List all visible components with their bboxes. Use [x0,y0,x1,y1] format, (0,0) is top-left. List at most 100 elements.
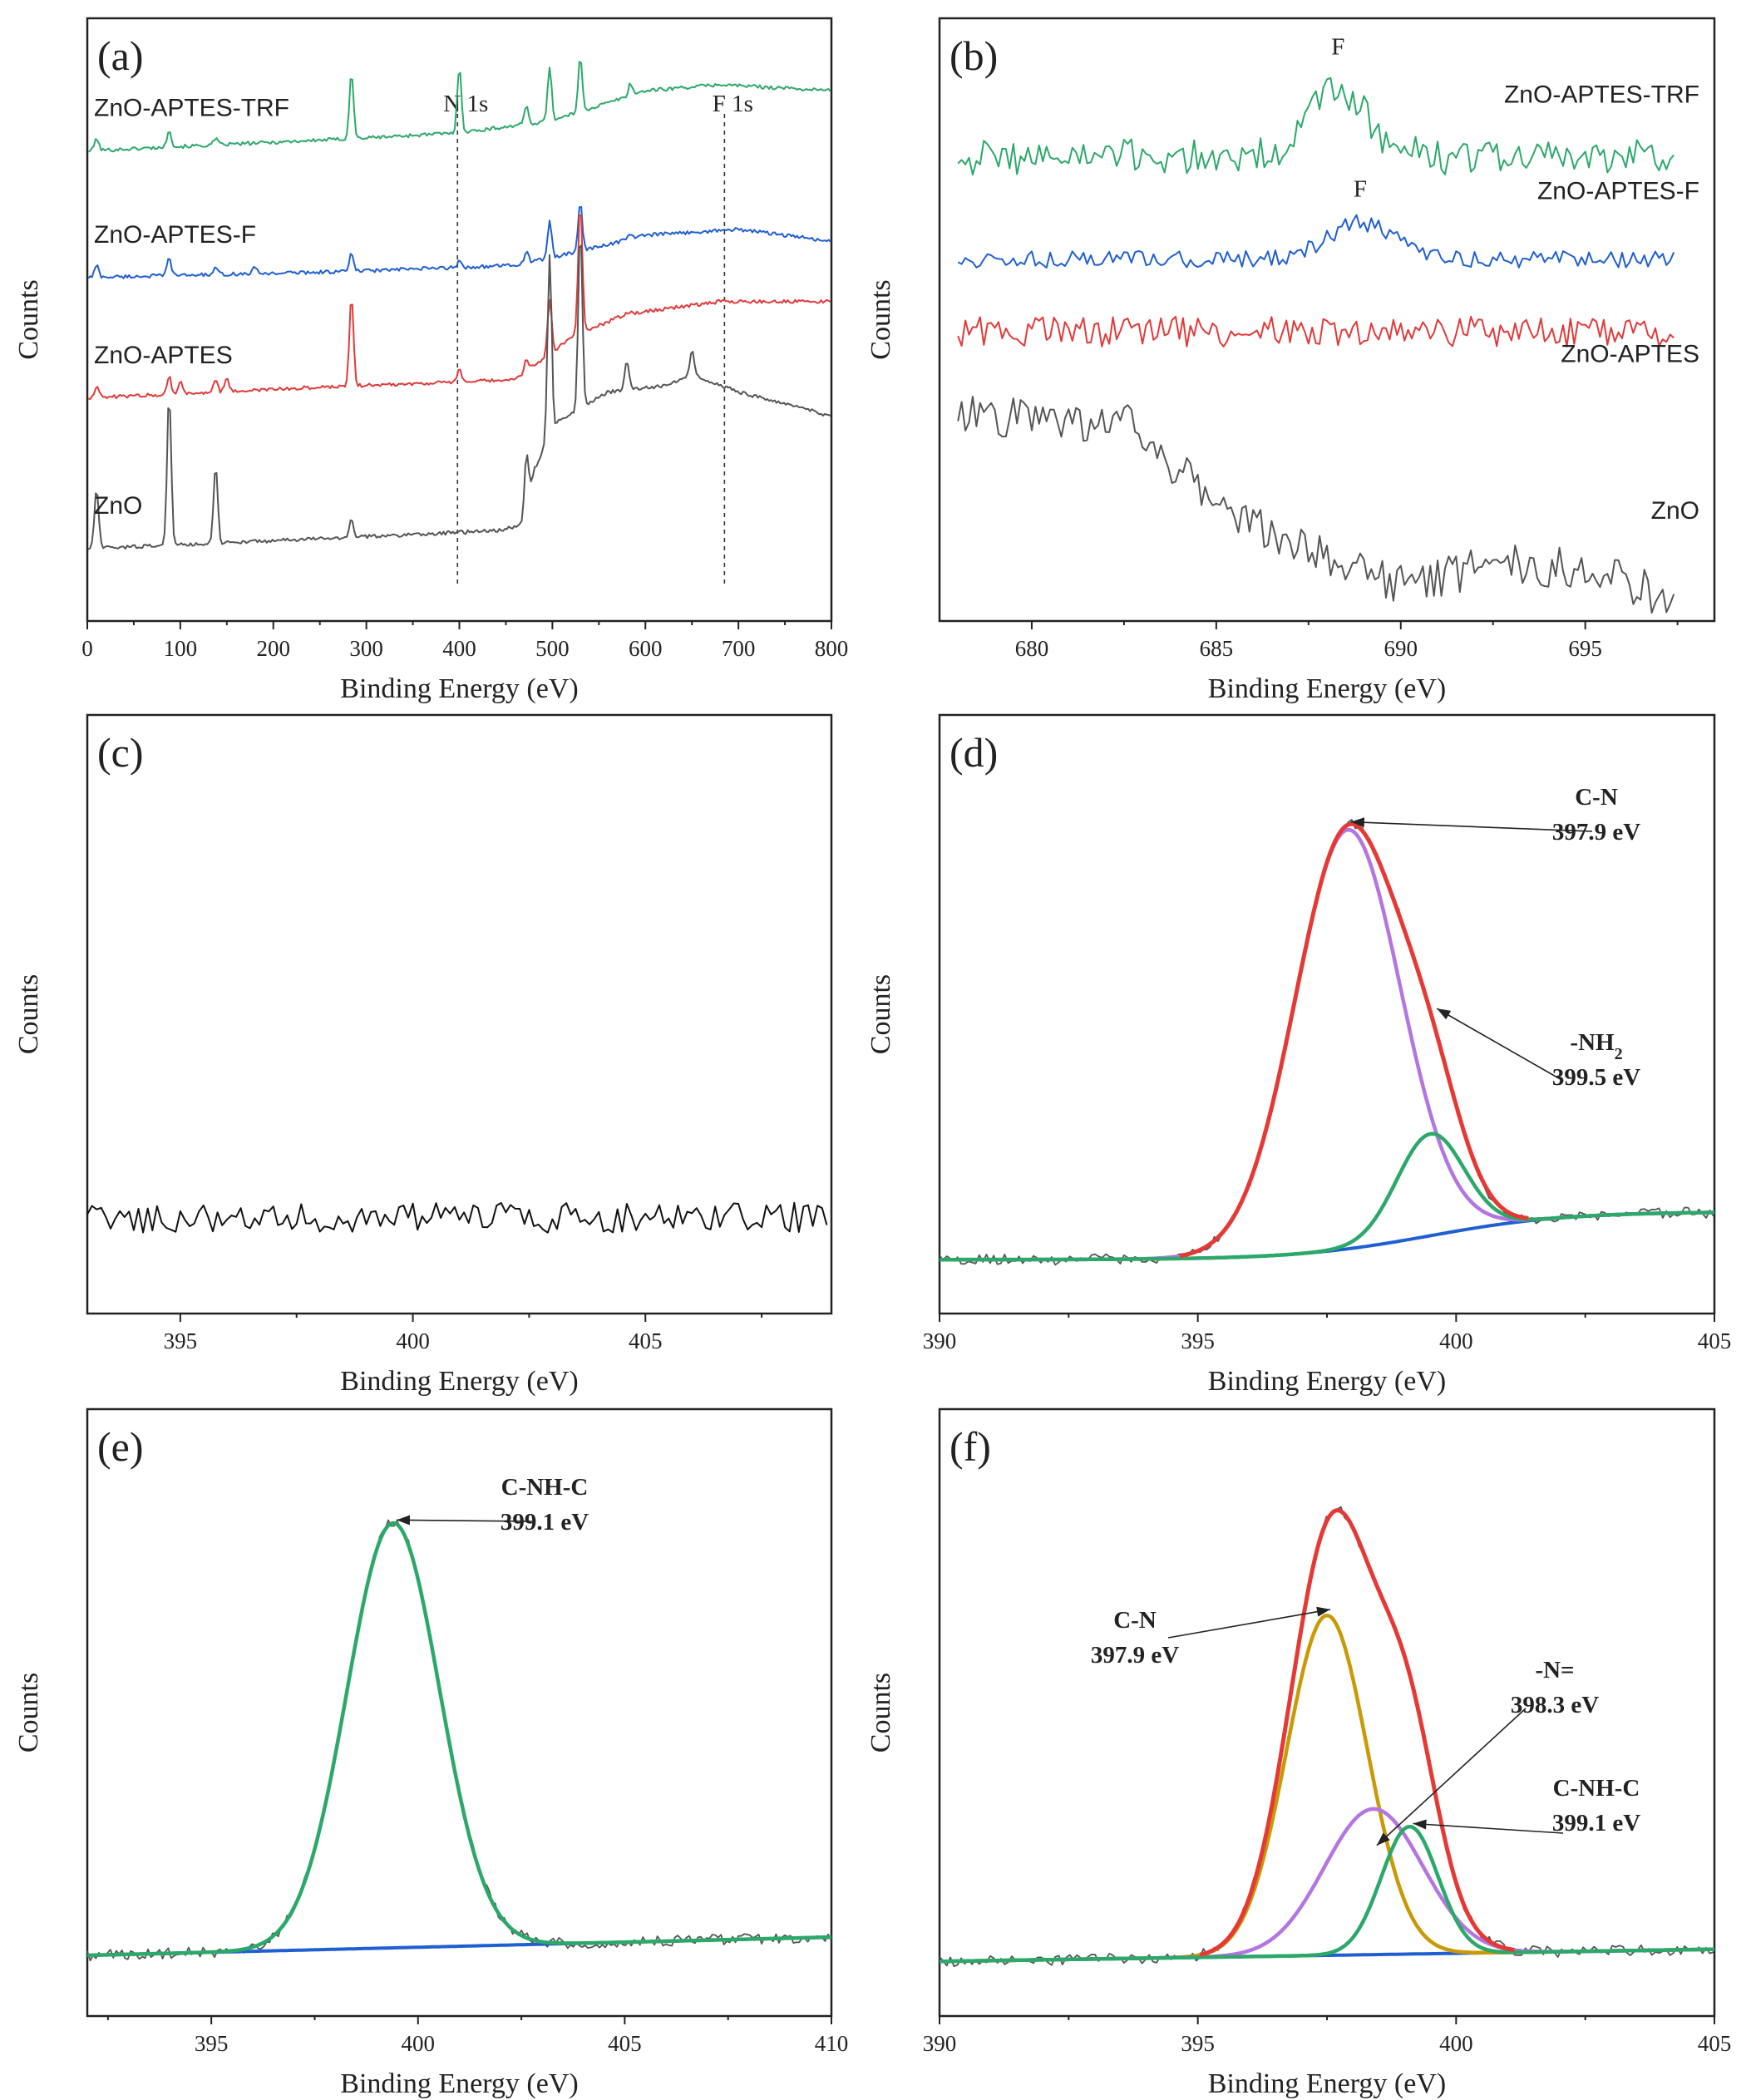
panel-b: 680 685 690 695 Binding Energy (eV) Counts (b)… [866,17,1716,704]
x-tick-label: 690 [1384,636,1418,661]
annotation-arrow [1167,1609,1331,1639]
fit-component-line [939,1824,1715,1964]
x-tick-label: 395 [1181,1329,1215,1353]
x-tick-label: 700 [722,636,756,661]
x-tick-label: 395 [164,1329,198,1353]
x-axis-label: Binding Energy (eV) [340,673,578,704]
panel-label: (c) [97,729,144,776]
x-tick-label: 405 [1698,1329,1732,1353]
annotation-arrow [1350,821,1593,832]
annotation-energy: 397.9 eV [1552,819,1640,845]
series-line [87,61,831,153]
x-tick-label: 400 [1439,2031,1473,2056]
y-axis-label: Counts [13,279,44,359]
x-tick-label: 695 [1568,636,1602,661]
y-axis-label: Counts [866,279,896,359]
annotation-energy: 399.1 eV [1552,1810,1640,1836]
y-axis-label: Counts [866,1673,896,1752]
x-axis-label: Binding Energy (eV) [1208,673,1446,704]
x-tick-label: 405 [629,1329,663,1353]
x-tick-label: 200 [257,636,291,661]
series-label: ZnO-APTES [1561,340,1699,367]
annotation-arrowhead [1350,817,1365,828]
series-line [957,315,1675,348]
series-line [87,205,831,279]
x-tick-label: 405 [1698,2031,1732,2056]
x-tick-label: 390 [923,1329,957,1353]
series-line [957,396,1675,614]
series-line [86,1201,828,1234]
panel-c: 395 400 405 Binding Energy (eV) Counts (c) [13,713,833,1397]
series-label: ZnO-APTES-TRF [94,95,289,122]
annotation-name: C-N [1575,784,1618,811]
series-line [957,76,1675,176]
annotation-energy: 398.3 eV [1511,1692,1599,1718]
series-label: ZnO-APTES [94,342,233,369]
annotation-arrowhead [1376,1832,1390,1846]
series-line [957,214,1675,269]
panel-label: (d) [949,729,998,776]
raw-data-line [939,1506,1714,1967]
annotation-name: -N= [1535,1657,1574,1683]
x-tick-label: 390 [923,2031,957,2056]
annotation-subscript: 2 [1615,1045,1623,1063]
x-axis-label: Binding Energy (eV) [1208,1366,1446,1397]
y-axis-label: Counts [13,974,44,1054]
x-tick-label: 405 [608,2031,642,2056]
annotation-name: C-NH-C [1553,1775,1640,1802]
x-tick-label: 400 [402,2031,436,2056]
series-label: ZnO-APTES-F [94,221,256,249]
plot-frame [86,713,833,1315]
panel-label: (a) [97,32,144,79]
x-tick-label: 680 [1015,636,1049,661]
x-tick-label: 500 [535,636,570,661]
annotation-arrow [1413,1822,1564,1834]
x-tick-label: 800 [815,636,849,661]
plot-frame [86,1407,833,2018]
peak-label: F [1354,176,1367,203]
fit-component-line [86,1521,832,1958]
panel-f: 390 395 400 405 Binding Energy (eV) Counts (f)… [866,1407,1732,2099]
x-tick-label: 395 [1181,2031,1215,2056]
annotation-energy: 397.9 eV [1091,1642,1179,1669]
x-tick-label: 685 [1200,636,1234,661]
reference-line-label: F 1s [713,91,753,117]
x-axis-label: Binding Energy (eV) [1208,2068,1446,2099]
panel-e: 395 400 405 410 Binding Energy (eV) Counts (e)… [13,1407,849,2099]
annotation-name: C-NH-C [501,1474,589,1501]
x-tick-label: 0 [81,636,93,661]
y-axis-label: Counts [13,1673,44,1752]
annotation-arrowhead [1413,1819,1427,1830]
annotation-name: C-N [1113,1607,1157,1634]
annotation-arrowhead [396,1515,411,1526]
annotation-energy: 399.1 eV [501,1509,589,1536]
annotation-energy: 399.5 eV [1552,1064,1640,1091]
y-axis-label: Counts [866,974,896,1054]
x-axis-label: Binding Energy (eV) [340,1366,578,1397]
x-tick-label: 400 [442,636,476,661]
annotation-arrow [396,1519,533,1522]
series-label: ZnO-APTES-F [1537,178,1699,205]
x-tick-label: 395 [195,2031,229,2056]
x-tick-label: 400 [1439,1329,1473,1353]
panel-label: (b) [949,32,998,79]
plot-frame [938,17,1716,623]
series-label: ZnO-APTES-TRF [1504,81,1699,109]
fit-envelope-line [1199,1508,1516,1957]
annotation-arrow [1436,1008,1564,1082]
annotation-arrowhead [1316,1606,1330,1617]
reference-line-label: N 1s [443,91,488,117]
annotation-arrowhead [1437,1008,1452,1020]
series-line [87,214,831,400]
x-tick-label: 100 [164,636,198,661]
series-label: ZnO [94,492,142,520]
panel-a: 0 100 200 300 400 500 600 700 800 Binding Energy … [13,17,849,704]
x-tick-label: 410 [815,2031,849,2056]
peak-label: F [1331,34,1344,61]
x-axis-label: Binding Energy (eV) [340,2068,578,2099]
panel-label: (e) [97,1423,144,1470]
fit-component-line [939,1131,1715,1262]
panel-label: (f) [949,1423,991,1470]
